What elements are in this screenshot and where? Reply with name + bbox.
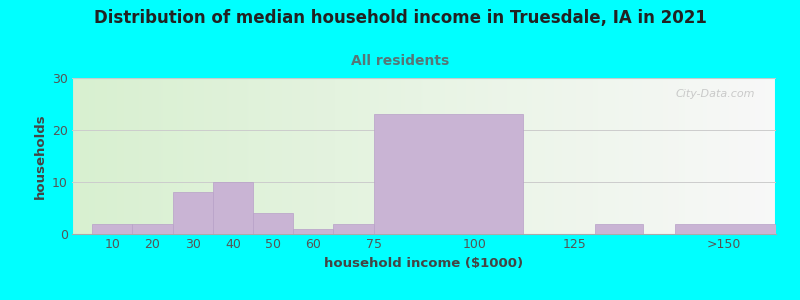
Text: Distribution of median household income in Truesdale, IA in 2021: Distribution of median household income … — [94, 9, 706, 27]
Bar — [294, 229, 334, 234]
Bar — [334, 224, 374, 234]
Bar — [173, 192, 213, 234]
Bar — [253, 213, 294, 234]
X-axis label: household income ($1000): household income ($1000) — [325, 257, 523, 270]
Text: City-Data.com: City-Data.com — [675, 89, 755, 99]
Bar — [675, 224, 776, 234]
Y-axis label: households: households — [34, 113, 46, 199]
Bar — [213, 182, 253, 234]
Bar — [92, 224, 132, 234]
Bar — [132, 224, 173, 234]
Bar — [374, 114, 522, 234]
Bar — [595, 224, 643, 234]
Text: All residents: All residents — [351, 54, 449, 68]
